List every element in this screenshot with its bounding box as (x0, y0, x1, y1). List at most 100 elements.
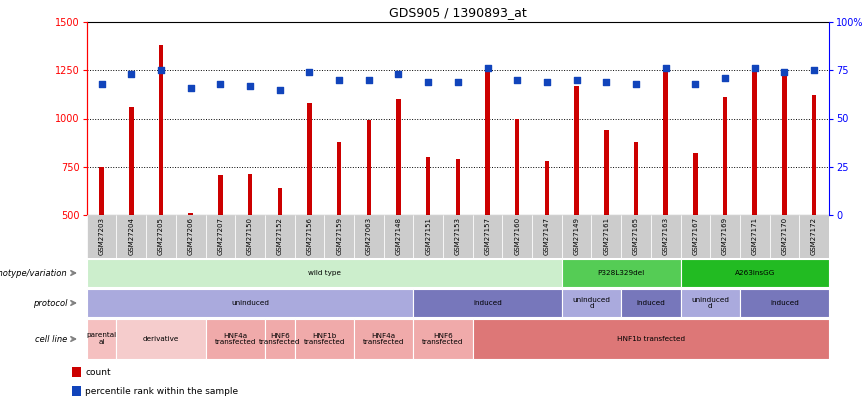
Bar (278, 188, 282, 215)
Bar (503, 215, 532, 258)
Text: GSM27152: GSM27152 (277, 217, 283, 255)
Text: induced: induced (473, 300, 502, 306)
Bar (562, 289, 621, 317)
Point (569, 77, 583, 83)
Point (540, 79, 554, 85)
Point (481, 65, 495, 72)
Bar (753, 66, 757, 215)
Point (451, 79, 465, 85)
Bar (325, 215, 354, 258)
Bar (188, 213, 193, 215)
Bar (384, 215, 413, 258)
Point (155, 67, 168, 73)
Bar (740, 215, 770, 258)
Bar (681, 289, 740, 317)
Bar (116, 215, 146, 258)
Bar (621, 215, 651, 258)
Bar (681, 259, 829, 287)
Point (599, 79, 613, 85)
Text: GSM27169: GSM27169 (722, 217, 728, 255)
Point (718, 75, 732, 81)
Text: GSM27157: GSM27157 (484, 217, 490, 255)
Text: GSM27161: GSM27161 (603, 217, 609, 255)
Text: GSM27203: GSM27203 (99, 217, 105, 255)
Bar (100, 167, 104, 215)
Text: count: count (85, 368, 111, 377)
Text: GSM27160: GSM27160 (514, 217, 520, 255)
Bar (176, 215, 206, 258)
Bar (694, 153, 698, 215)
Point (95, 81, 108, 87)
Text: GSM27204: GSM27204 (128, 217, 135, 255)
Text: GSM27167: GSM27167 (693, 217, 699, 255)
Bar (116, 319, 206, 359)
Bar (604, 130, 608, 215)
Text: induced: induced (636, 300, 665, 306)
Text: HNF6
transfected: HNF6 transfected (422, 333, 464, 345)
Point (273, 86, 286, 93)
Bar (87, 319, 116, 359)
Text: genotype/variation: genotype/variation (0, 269, 68, 277)
Bar (575, 86, 579, 215)
Bar (87, 259, 562, 287)
Bar (206, 319, 265, 359)
Text: GSM27205: GSM27205 (158, 217, 164, 255)
Text: cell line: cell line (36, 335, 68, 343)
Text: HNF6
transfected: HNF6 transfected (259, 333, 300, 345)
Bar (294, 319, 354, 359)
Bar (87, 289, 413, 317)
Bar (456, 159, 460, 215)
Text: uninduced
d: uninduced d (573, 296, 610, 309)
Bar (218, 175, 222, 215)
Text: parental
al: parental al (87, 333, 116, 345)
Bar (307, 103, 312, 215)
Bar (723, 97, 727, 215)
Point (778, 69, 792, 75)
Bar (591, 215, 621, 258)
Point (362, 77, 376, 83)
Text: HNF4a
transfected: HNF4a transfected (214, 333, 256, 345)
Bar (248, 173, 253, 215)
Title: GDS905 / 1390893_at: GDS905 / 1390893_at (389, 6, 527, 19)
Text: GSM27172: GSM27172 (811, 217, 817, 255)
Text: uninduced: uninduced (231, 300, 269, 306)
Point (510, 77, 524, 83)
Text: GSM27153: GSM27153 (455, 217, 461, 255)
Bar (562, 259, 681, 287)
Point (243, 83, 257, 89)
Point (659, 65, 673, 72)
Bar (354, 319, 413, 359)
Text: GSM27206: GSM27206 (187, 217, 194, 255)
Bar (265, 319, 294, 359)
Text: P328L329del: P328L329del (597, 270, 645, 276)
Text: percentile rank within the sample: percentile rank within the sample (85, 387, 238, 396)
Text: uninduced
d: uninduced d (691, 296, 729, 309)
Bar (265, 215, 294, 258)
Text: A263insGG: A263insGG (734, 270, 775, 276)
Bar (621, 289, 681, 317)
Text: wild type: wild type (308, 270, 341, 276)
Bar (72, 386, 82, 396)
Point (747, 65, 761, 72)
Bar (681, 215, 710, 258)
Text: GSM27165: GSM27165 (633, 217, 639, 255)
Bar (545, 161, 549, 215)
Bar (235, 215, 265, 258)
Point (332, 77, 346, 83)
Text: GSM27170: GSM27170 (781, 217, 787, 255)
Bar (634, 142, 638, 215)
Point (214, 81, 227, 87)
Bar (337, 142, 341, 215)
Bar (129, 107, 134, 215)
Text: GSM27148: GSM27148 (396, 217, 402, 255)
Text: GSM27149: GSM27149 (574, 217, 580, 255)
Bar (515, 119, 519, 215)
Text: GSM27151: GSM27151 (425, 217, 431, 255)
Bar (413, 215, 443, 258)
Bar (87, 215, 116, 258)
Text: induced: induced (770, 300, 799, 306)
Bar (799, 215, 829, 258)
Text: HNF4a
transfected: HNF4a transfected (363, 333, 404, 345)
Text: protocol: protocol (33, 298, 68, 307)
Bar (426, 157, 431, 215)
